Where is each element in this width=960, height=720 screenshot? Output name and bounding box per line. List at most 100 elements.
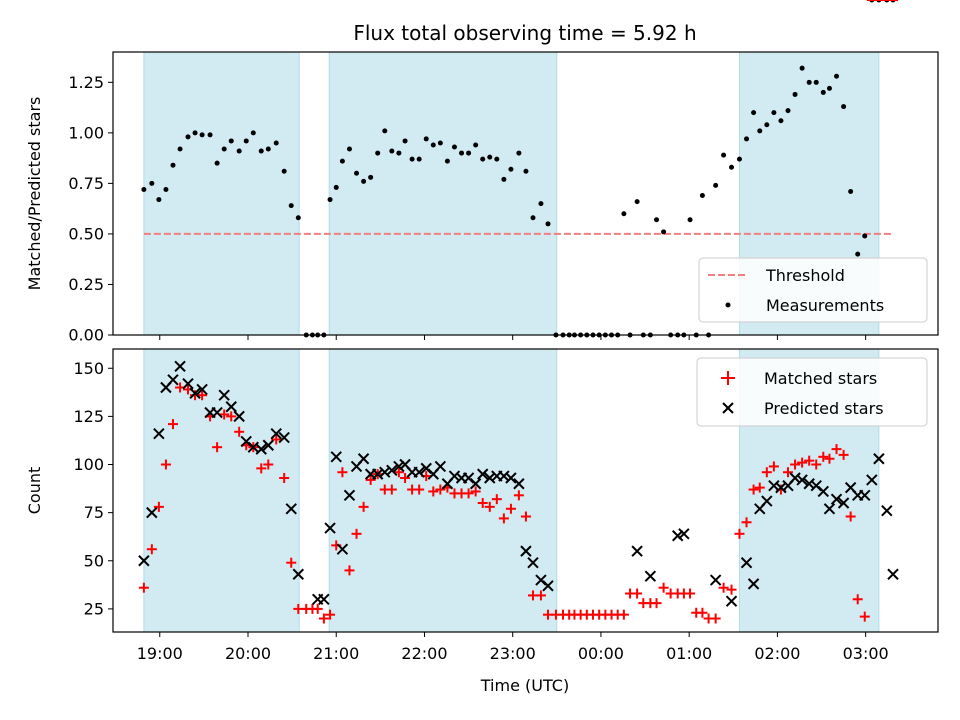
matched-star-point xyxy=(852,594,863,605)
predicted-star-point xyxy=(709,574,722,586)
matched-star-point xyxy=(234,426,245,437)
predicted-star-point xyxy=(318,593,330,605)
matched-star-point xyxy=(212,442,223,453)
matched-star-point xyxy=(279,472,290,483)
matched-star-point xyxy=(470,486,481,497)
y-tick-label: 100 xyxy=(73,455,104,474)
count-legend: Matched stars Predicted stars xyxy=(696,357,928,427)
measurement-point xyxy=(508,166,514,172)
y-tick-label: 0.50 xyxy=(68,224,104,243)
count-y-ticks: 25 50 75 100 125 150 xyxy=(73,359,113,618)
matched-star-point xyxy=(505,503,516,514)
matched-star-point xyxy=(168,419,178,430)
measurement-point xyxy=(288,203,294,209)
measurement-point xyxy=(799,65,805,71)
measurement-point xyxy=(744,136,750,142)
measurement-point xyxy=(333,184,339,190)
ratio-y-ticks: 0.00 0.25 0.50 0.75 1.00 1.25 xyxy=(68,73,113,345)
ratio-panel-frame xyxy=(112,51,939,336)
matched-star-point xyxy=(658,582,669,593)
matched-star-point xyxy=(520,511,531,522)
measurement-point xyxy=(221,146,227,152)
predicted-star-point xyxy=(167,374,179,386)
legend-predicted-label: Predicted stars xyxy=(764,399,884,418)
predicted-star-point xyxy=(542,580,554,592)
matched-star-point xyxy=(435,484,446,495)
matched-star-point xyxy=(138,582,149,593)
ratio-legend-box xyxy=(698,257,928,323)
measurement-point xyxy=(409,156,415,162)
matched-star-point xyxy=(831,444,842,455)
ratio-legend: Threshold Measurements xyxy=(698,257,928,323)
measurement-point xyxy=(855,251,861,257)
predicted-star-point xyxy=(768,479,780,492)
measurement-point xyxy=(258,148,264,154)
chart-title: Flux total observing time = 5.92 h xyxy=(353,21,696,45)
x-tick-label: 01:00 xyxy=(666,644,712,663)
measurement-point xyxy=(430,142,436,148)
matched-star-point xyxy=(797,457,808,468)
matched-star-point xyxy=(697,607,708,618)
measurement-point xyxy=(281,168,287,174)
measurement-point xyxy=(516,150,522,156)
matched-star-point xyxy=(428,486,439,497)
legend-threshold-label: Threshold xyxy=(765,266,845,285)
measurement-point xyxy=(339,158,345,164)
legend-matched-swatch xyxy=(721,371,735,385)
measurement-point xyxy=(523,168,529,174)
measurement-point xyxy=(806,79,812,85)
predicted-star-point xyxy=(678,528,690,540)
matched-star-point xyxy=(734,528,745,539)
predicted-star-point xyxy=(484,472,496,484)
x-tick-label: 00:00 xyxy=(578,644,624,663)
predicted-star-point xyxy=(830,493,843,505)
matched-star-point xyxy=(859,611,870,622)
count-legend-box xyxy=(696,357,928,427)
predicted-star-point xyxy=(174,360,186,373)
matched-star-point xyxy=(768,461,779,472)
matched-star-point xyxy=(219,409,230,420)
measurement-point xyxy=(163,186,169,192)
matched-star-point xyxy=(337,467,348,478)
measurement-point xyxy=(177,146,183,152)
predicted-star-point xyxy=(413,466,425,478)
predicted-star-point xyxy=(476,468,489,480)
x-tick-label: 23:00 xyxy=(490,644,536,663)
predicted-star-point xyxy=(138,555,150,567)
matched-star-point xyxy=(824,453,835,464)
measurement-point xyxy=(634,199,640,205)
measurement-point xyxy=(228,138,234,144)
predicted-star-point xyxy=(866,474,878,486)
measurement-point xyxy=(757,128,763,134)
legend-measurements-label: Measurements xyxy=(766,296,884,315)
matched-star-point xyxy=(498,513,509,524)
matched-star-point xyxy=(414,484,425,495)
measurement-point xyxy=(156,197,162,203)
measurement-point xyxy=(480,156,486,162)
predicted-star-point xyxy=(233,410,245,423)
measurement-point xyxy=(389,148,395,154)
predicted-star-point xyxy=(336,543,349,555)
matched-star-point xyxy=(783,467,793,478)
measurement-point xyxy=(459,150,465,156)
matched-star-point xyxy=(271,434,282,445)
count-y-axis-label: Count xyxy=(25,467,44,515)
predicted-star-point xyxy=(393,460,405,473)
x-tick-label: 19:00 xyxy=(137,644,183,663)
matched-star-point xyxy=(386,484,397,495)
measurement-point xyxy=(236,148,242,154)
predicted-star-point xyxy=(725,595,738,607)
measurement-point xyxy=(368,174,374,180)
measurement-point xyxy=(699,193,705,199)
measurement-point xyxy=(487,154,493,160)
measurement-point xyxy=(185,134,191,140)
matched-star-point xyxy=(160,459,171,470)
measurement-point xyxy=(423,136,429,142)
y-tick-label: 1.25 xyxy=(68,73,104,92)
predicted-star-point xyxy=(153,428,165,440)
measurement-point xyxy=(273,140,279,146)
y-tick-label: 0.25 xyxy=(68,275,104,294)
measurement-point xyxy=(192,130,198,136)
matched-star-point xyxy=(263,459,274,470)
